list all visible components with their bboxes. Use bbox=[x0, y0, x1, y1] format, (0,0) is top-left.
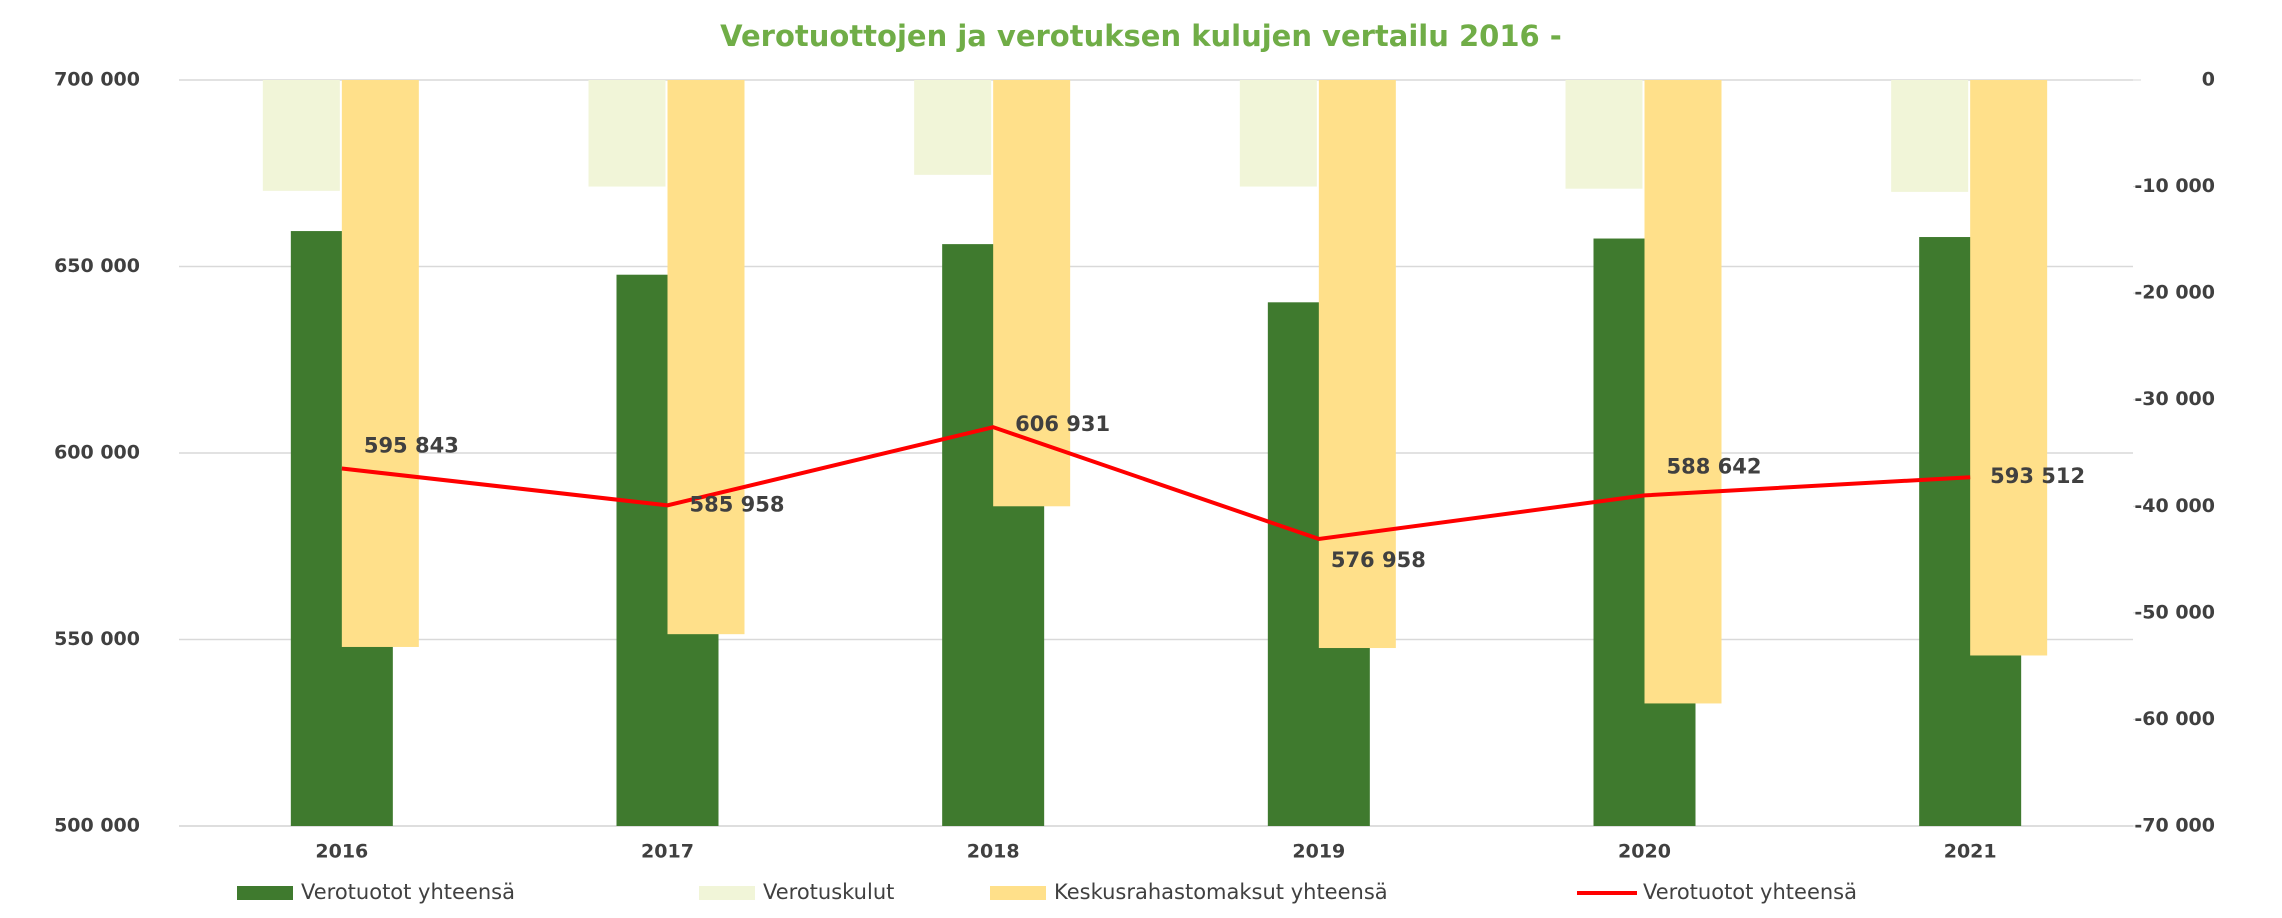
y2-tick-label: -60 000 bbox=[2134, 708, 2215, 730]
bar bbox=[914, 80, 992, 175]
legend-label: Keskusrahastomaksut yhteensä bbox=[1054, 880, 1388, 904]
bar bbox=[262, 80, 340, 191]
line bbox=[341, 425, 1971, 541]
legend-swatch bbox=[699, 886, 755, 900]
x-tick-label: 2018 bbox=[967, 841, 1020, 863]
y-tick-label: 550 000 bbox=[54, 628, 140, 650]
y-tick-label: 500 000 bbox=[54, 815, 140, 837]
legend-swatch bbox=[237, 886, 293, 900]
data-label: 585 958 bbox=[690, 492, 785, 516]
bar bbox=[1318, 80, 1396, 649]
x-tick-label: 2021 bbox=[1944, 841, 1997, 863]
y2-tick-label: -30 000 bbox=[2134, 388, 2215, 410]
data-label: 595 843 bbox=[364, 434, 459, 458]
x-tick-label: 2019 bbox=[1292, 841, 1345, 863]
data-label: 606 931 bbox=[1015, 412, 1110, 436]
x-tick-label: 2016 bbox=[315, 841, 368, 863]
chart-title: Verotuottojen ja verotuksen kulujen vert… bbox=[720, 19, 1562, 53]
y-tick-label: 600 000 bbox=[54, 442, 140, 464]
legend-label: Verotuskulut bbox=[763, 880, 894, 904]
data-label: 593 512 bbox=[1990, 464, 2085, 488]
bar bbox=[1970, 80, 2048, 656]
x-tick-label: 2020 bbox=[1618, 841, 1671, 863]
bar bbox=[588, 80, 666, 187]
y-tick-label: 650 000 bbox=[54, 255, 140, 277]
bar bbox=[1239, 80, 1317, 187]
legend-label: Verotuotot yhteensä bbox=[301, 880, 515, 904]
data-label: 588 642 bbox=[1667, 454, 1762, 478]
legend-label: Verotuotot yhteensä bbox=[1643, 880, 1857, 904]
y2-tick-label: 0 bbox=[2202, 69, 2215, 91]
y-tick-label: 700 000 bbox=[54, 69, 140, 91]
bar bbox=[1644, 80, 1722, 704]
bar bbox=[341, 80, 419, 647]
bar bbox=[667, 80, 745, 635]
data-label: 576 958 bbox=[1331, 548, 1426, 572]
y2-tick-label: -10 000 bbox=[2134, 175, 2215, 197]
y2-tick-label: -20 000 bbox=[2134, 282, 2215, 304]
bar bbox=[1565, 80, 1643, 189]
y2-tick-label: -40 000 bbox=[2134, 495, 2215, 517]
legend-swatch bbox=[990, 886, 1046, 900]
x-tick-label: 2017 bbox=[641, 841, 694, 863]
y2-tick-label: -50 000 bbox=[2134, 601, 2215, 623]
bar bbox=[993, 80, 1071, 507]
bar bbox=[1891, 80, 1969, 192]
y2-tick-label: -70 000 bbox=[2134, 815, 2215, 837]
